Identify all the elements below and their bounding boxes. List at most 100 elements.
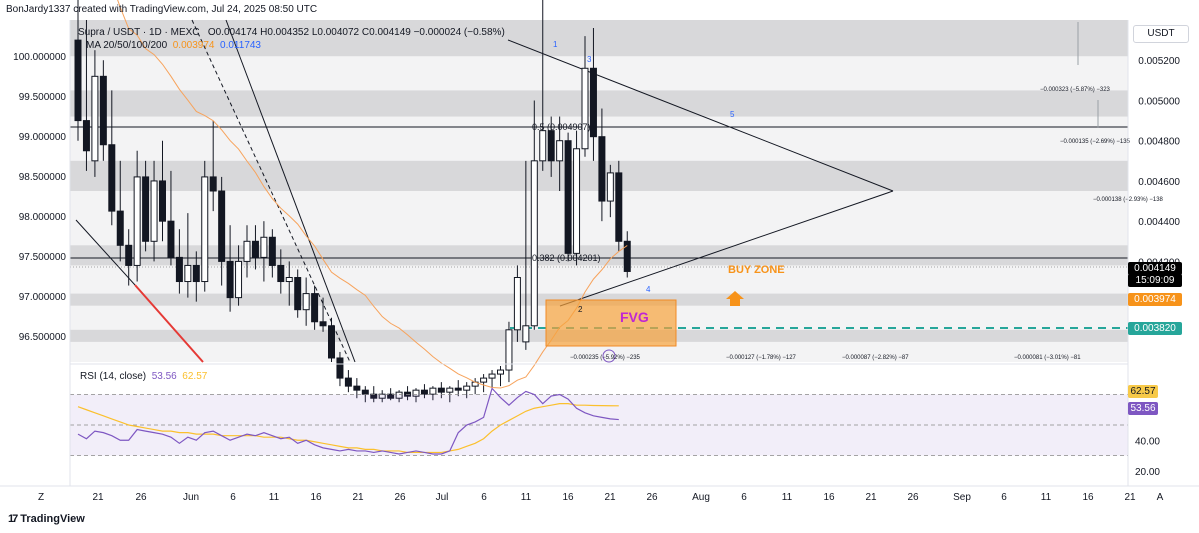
candle-body xyxy=(412,389,420,397)
candle-body xyxy=(235,260,243,299)
time-axis-tick: Jun xyxy=(183,492,199,503)
descending-trendline-left xyxy=(75,219,136,286)
candle-body xyxy=(319,321,327,327)
time-axis-tick: 6 xyxy=(481,492,487,503)
time-axis-tick: 21 xyxy=(352,492,364,503)
candle-body xyxy=(522,325,530,343)
fvg-zone xyxy=(545,299,677,347)
candle-body xyxy=(547,130,555,162)
candle-body xyxy=(184,264,192,283)
right-axis-tick: 0.004600 xyxy=(1138,177,1180,188)
descending-trendline xyxy=(225,19,356,363)
legend-rsi-value: 53.56 xyxy=(151,371,177,382)
left-axis-tick: 97.000000 xyxy=(19,292,67,303)
candle-body xyxy=(175,256,183,283)
time-axis-tick: 16 xyxy=(562,492,574,503)
candle-body xyxy=(285,277,293,283)
left-axis-tick: 97.500000 xyxy=(19,252,67,263)
candle-body xyxy=(573,148,581,254)
time-axis-tick: 11 xyxy=(269,492,280,503)
left-axis-tick: 99.500000 xyxy=(19,92,67,103)
candle-body xyxy=(598,136,606,202)
time-axis-tick: Aug xyxy=(692,492,710,503)
countdown-tag: 15:09:09 xyxy=(1128,274,1182,287)
time-axis-tick: 26 xyxy=(646,492,658,503)
candle-body xyxy=(226,260,234,299)
candle-body xyxy=(564,140,572,254)
candle-body xyxy=(328,325,335,359)
tradingview-logo[interactable]: 17 TradingView xyxy=(8,513,85,525)
candle-body xyxy=(488,373,496,379)
support-resistance-zone xyxy=(70,20,1128,57)
red-trendline xyxy=(134,284,204,363)
candle-body xyxy=(159,180,166,222)
fib-05-label: 0.5 (0.004907) xyxy=(532,122,591,132)
wave-label: 5 xyxy=(730,110,735,119)
ma-price-tag: 0.003974 xyxy=(1128,293,1182,306)
candle-body xyxy=(505,329,513,371)
time-axis-tick: Jul xyxy=(436,492,449,503)
candle-body xyxy=(243,240,251,262)
candle-body xyxy=(454,387,462,391)
time-axis-tick: 21 xyxy=(1124,492,1136,503)
rsi-axis-tick: 40.00 xyxy=(1135,436,1160,447)
ma-line xyxy=(117,0,628,389)
wave-label: 3 xyxy=(587,55,592,64)
time-axis-tick: 21 xyxy=(604,492,616,503)
candle-body xyxy=(437,387,445,393)
candle-body xyxy=(167,220,175,258)
rsi-ma-tag: 62.57 xyxy=(1128,385,1158,398)
left-axis-tick: 98.500000 xyxy=(19,172,67,183)
right-axis-tick: 0.005000 xyxy=(1138,96,1180,107)
time-axis-tick: 21 xyxy=(92,492,104,503)
time-axis-tick: 16 xyxy=(1082,492,1094,503)
time-axis-tick: 6 xyxy=(230,492,236,503)
time-axis-tick: 6 xyxy=(1001,492,1007,503)
time-axis-tick: 26 xyxy=(135,492,147,503)
legend-rsi-label[interactable]: RSI (14, close) xyxy=(80,371,147,382)
teal-price-tag: 0.003820 xyxy=(1128,322,1182,335)
candle-body xyxy=(268,236,276,266)
candle-body xyxy=(429,387,437,395)
legend-rsi-row: RSI (14, close) 53.56 62.57 xyxy=(80,371,207,382)
candle-body xyxy=(395,391,403,399)
legend-ma-label[interactable]: MA 20/50/100/200 xyxy=(86,40,168,51)
candle-body xyxy=(251,240,259,258)
candle-body xyxy=(387,393,395,399)
tradingview-logo-icon: 17 xyxy=(8,513,18,525)
candle-body xyxy=(218,190,226,262)
candle-body xyxy=(446,387,454,393)
candle-body xyxy=(201,176,209,283)
chart-attribution: BonJardy1337 created with TradingView.co… xyxy=(6,4,318,15)
time-axis-tick: 16 xyxy=(823,492,835,503)
time-axis-tick: 11 xyxy=(521,492,532,503)
last-price-tag: 0.004149 xyxy=(1128,262,1182,275)
legend-rsi-ma-value: 62.57 xyxy=(182,371,208,382)
buy-zone-arrow-icon xyxy=(726,291,744,306)
candle-body xyxy=(378,393,386,399)
left-axis-tick: 99.000000 xyxy=(19,132,67,143)
candle-body xyxy=(480,377,488,383)
fib-0382-label: 0.382 (0.004201) xyxy=(532,253,601,263)
wave-label: 2 xyxy=(578,305,583,314)
left-axis-tick: 98.000000 xyxy=(19,212,67,223)
candle-body xyxy=(209,176,217,192)
candle-body xyxy=(116,210,124,246)
rsi-line xyxy=(77,387,619,455)
time-axis-tick: Z xyxy=(38,492,44,503)
time-axis-tick: Sep xyxy=(953,492,971,503)
currency-button[interactable]: USDT xyxy=(1133,25,1189,43)
candle-body xyxy=(192,264,200,283)
right-axis-tick: 0.005200 xyxy=(1138,56,1180,67)
legend-ma-row: MA 20/50/100/200 0.003974 0.011743 xyxy=(86,40,261,51)
candle-body xyxy=(302,293,310,311)
support-resistance-zone xyxy=(70,90,1128,117)
candle-body xyxy=(150,180,158,242)
tradingview-brand: TradingView xyxy=(20,513,85,525)
legend-symbol[interactable]: Supra / USDT · 1D · MEXC xyxy=(78,27,200,38)
candle-body xyxy=(361,389,369,395)
measure-label: −0.000323 (−5.87%) −323 xyxy=(1040,87,1111,93)
candle-body xyxy=(589,67,597,138)
legend-symbol-row: Supra / USDT · 1D · MEXC O0.004174 H0.00… xyxy=(78,27,505,38)
